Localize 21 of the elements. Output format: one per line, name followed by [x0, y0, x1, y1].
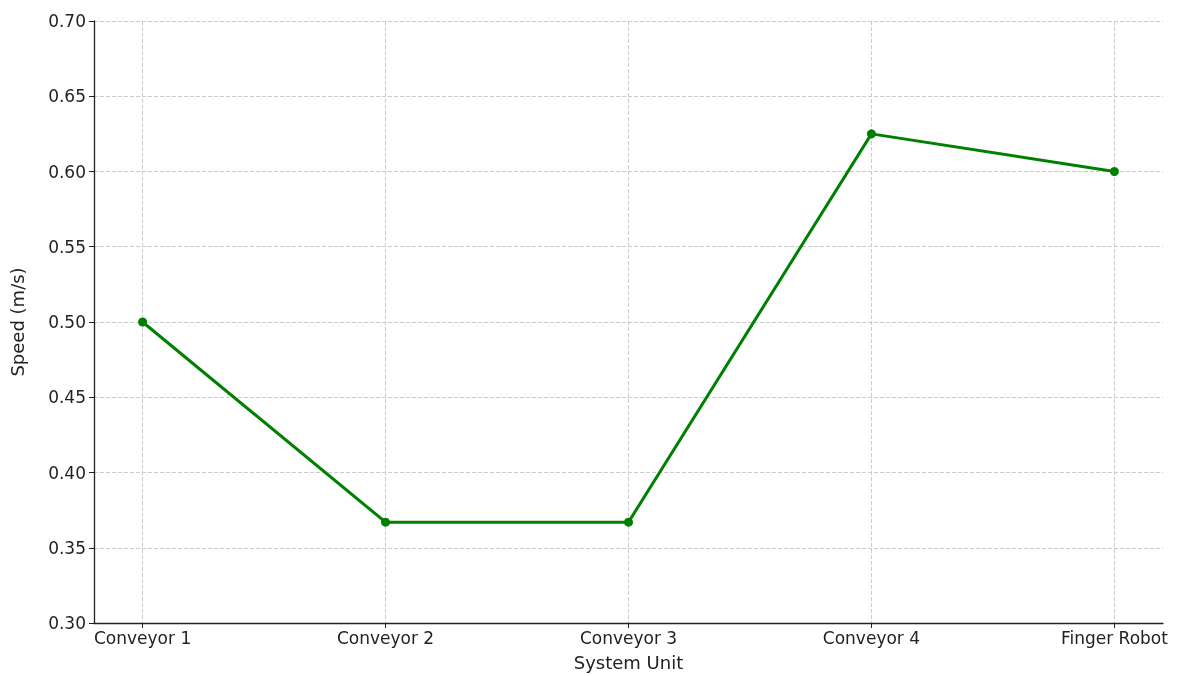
point: [1109, 167, 1119, 176]
y-tick-label: 0.65: [48, 86, 86, 107]
x-tick-label: Finger Robot: [1060, 627, 1169, 648]
point: [624, 517, 633, 527]
y-tick-label: 0.55: [48, 236, 86, 257]
y-tick-label: 0.70: [48, 11, 86, 31]
x-tick-label: Conveyor 1: [93, 627, 192, 648]
y-tick-label: 0.35: [48, 537, 86, 558]
x-tick-label: Conveyor 3: [579, 627, 678, 648]
point: [381, 517, 391, 527]
y-tick-label: 0.60: [48, 161, 86, 182]
y-axis-title: Speed (m/s): [6, 267, 28, 377]
point: [138, 317, 148, 327]
x-axis-title: System Unit: [573, 651, 684, 673]
y-tick-label: 0.30: [48, 613, 86, 633]
y-tick-label: 0.50: [48, 312, 86, 332]
y-tick-label: 0.40: [48, 462, 86, 483]
point: [866, 129, 876, 139]
y-tick-label: 0.45: [48, 387, 86, 408]
x-tick-label: Conveyor 2: [336, 627, 435, 648]
x-tick-label: Conveyor 4: [822, 627, 921, 648]
